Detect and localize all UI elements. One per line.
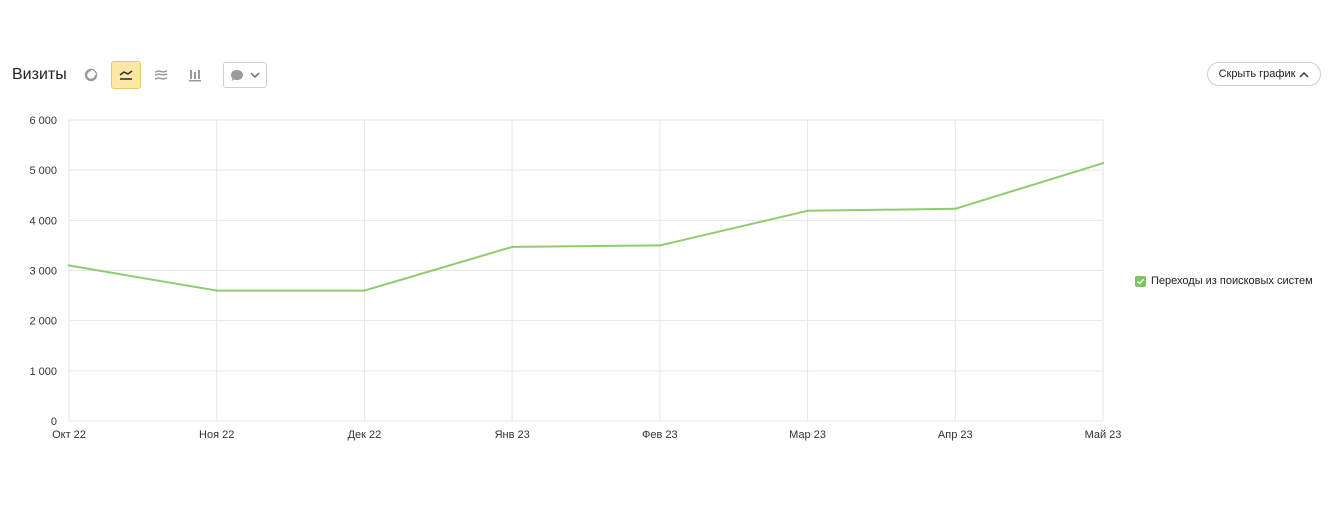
x-tick-label: Окт 22 bbox=[52, 429, 86, 441]
line-chart-button[interactable] bbox=[110, 61, 141, 89]
x-tick-label: Апр 23 bbox=[938, 429, 973, 441]
x-tick-label: Дек 22 bbox=[348, 429, 382, 441]
legend-item[interactable]: Переходы из поисковых систем bbox=[1135, 275, 1313, 287]
y-tick-label: 2 000 bbox=[29, 316, 57, 328]
x-tick-label: Янв 23 bbox=[495, 429, 530, 441]
chevron-down-icon bbox=[250, 72, 260, 78]
stacked-area-button[interactable] bbox=[147, 61, 175, 89]
y-tick-label: 5 000 bbox=[29, 165, 57, 177]
hide-chart-label: Скрыть график bbox=[1218, 68, 1296, 80]
checkbox-icon[interactable] bbox=[1135, 275, 1146, 287]
data-point bbox=[510, 245, 514, 249]
x-tick-label: Фев 23 bbox=[642, 429, 678, 441]
grid bbox=[68, 119, 1104, 422]
y-tick-label: 3 000 bbox=[29, 266, 57, 278]
legend-label: Переходы из поисковых систем bbox=[1151, 275, 1313, 287]
data-point bbox=[363, 289, 366, 292]
y-tick-label: 0 bbox=[51, 416, 57, 428]
y-axis-ticks: 0 1 000 2 000 3 000 4 000 5 000 6 000 bbox=[29, 115, 57, 428]
chevron-up-icon bbox=[1299, 71, 1309, 77]
data-point bbox=[658, 244, 662, 247]
data-point bbox=[215, 289, 218, 292]
x-tick-label: Ноя 22 bbox=[199, 429, 234, 441]
pie-chart-button[interactable] bbox=[77, 61, 105, 89]
chart-title: Визиты bbox=[12, 66, 67, 83]
bar-chart-button[interactable] bbox=[181, 61, 209, 89]
series bbox=[67, 161, 1105, 292]
pie-chart-icon bbox=[84, 68, 97, 82]
data-point bbox=[806, 209, 809, 213]
x-tick-label: Май 23 bbox=[1085, 429, 1122, 441]
data-point bbox=[954, 207, 957, 210]
y-tick-label: 1 000 bbox=[29, 366, 57, 378]
x-axis-ticks: Окт 22 Ноя 22 Дек 22 Янв 23 Фев 23 Мар 23 Апр … bbox=[52, 429, 1121, 441]
y-tick-label: 4 000 bbox=[29, 215, 57, 227]
line-chart-icon bbox=[119, 70, 133, 80]
x-tick-label: Мар 23 bbox=[789, 429, 826, 441]
comment-icon bbox=[230, 69, 243, 81]
data-point bbox=[67, 264, 71, 267]
hide-chart-button[interactable]: Скрыть график bbox=[1207, 62, 1321, 86]
comment-dropdown-button[interactable] bbox=[222, 62, 267, 88]
bar-chart-icon bbox=[188, 69, 201, 81]
series-line bbox=[68, 162, 1104, 292]
data-point bbox=[1101, 161, 1105, 165]
y-tick-label: 6 000 bbox=[29, 115, 57, 127]
stacked-area-icon bbox=[154, 70, 167, 80]
chart-toolbar: Визиты bbox=[12, 60, 267, 90]
